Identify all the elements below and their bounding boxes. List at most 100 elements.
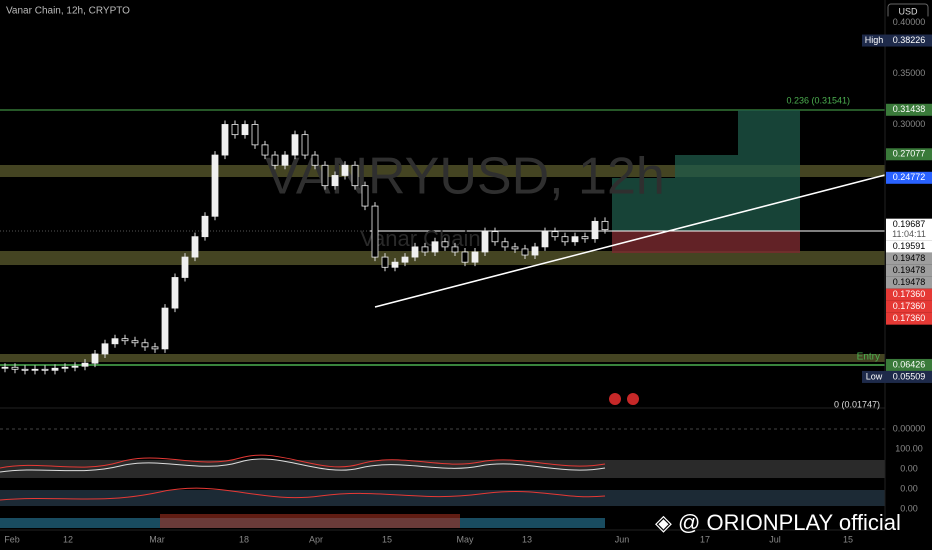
indicator-label: 0.00 <box>900 483 918 493</box>
time-label: 15 <box>843 534 853 544</box>
loss-zone <box>612 231 800 253</box>
candle <box>271 154 279 166</box>
price-label: 0.38226 <box>893 35 926 45</box>
candle <box>321 164 329 187</box>
trendline <box>374 174 886 308</box>
time-label: 12 <box>63 534 73 544</box>
price-label-bg <box>886 300 932 313</box>
candle <box>51 367 59 371</box>
candle <box>361 185 369 207</box>
candle <box>531 246 539 256</box>
candle <box>11 366 19 370</box>
candle <box>341 164 349 176</box>
price-label: 0.17360 <box>893 289 926 299</box>
time-label: 18 <box>239 534 249 544</box>
candle <box>221 124 229 156</box>
candle <box>601 220 609 231</box>
candle <box>581 236 589 240</box>
candle <box>81 362 89 367</box>
candle <box>151 346 159 350</box>
zone <box>0 354 885 362</box>
price-label-bg <box>886 148 932 161</box>
candle <box>481 231 489 253</box>
price-label-bg <box>886 240 932 253</box>
profit-zone <box>612 110 800 231</box>
time-label: Jul <box>769 534 781 544</box>
candle <box>541 231 549 248</box>
price-label-bg <box>886 103 932 116</box>
candle <box>61 366 69 369</box>
tag-bg <box>862 34 886 47</box>
indicator-value: 0 (0.01747) <box>834 399 880 409</box>
candle <box>231 124 239 136</box>
osc-line <box>0 454 606 469</box>
price-label: 0.17360 <box>893 313 926 323</box>
watermark-sub: Vanar Chain <box>360 226 481 251</box>
time-label: 13 <box>522 534 532 544</box>
footer-text: ORIONPLAY official <box>706 510 900 535</box>
price-label-bg <box>886 118 932 131</box>
candle <box>131 340 139 344</box>
candle <box>21 368 29 371</box>
fib-label: 0.236 (0.31541) <box>786 95 850 105</box>
candle <box>551 231 559 238</box>
price-label-bg <box>886 34 932 47</box>
time-label: Feb <box>4 534 20 544</box>
candle <box>441 241 449 248</box>
price-label: 0.19478 <box>893 265 926 275</box>
currency[interactable]: USD <box>898 6 918 16</box>
footer: ◈ @ ORIONPLAY official <box>655 510 901 535</box>
candle <box>41 368 49 371</box>
price-label: 0.19687 <box>893 219 926 229</box>
candle <box>501 241 509 248</box>
candle <box>111 338 119 345</box>
time-label: 15 <box>382 534 392 544</box>
tag: Low <box>866 371 883 381</box>
event-icon[interactable] <box>609 393 621 405</box>
price-label-bg <box>886 288 932 301</box>
candle <box>101 343 109 355</box>
candle <box>251 124 259 146</box>
candle <box>211 154 219 217</box>
candle <box>241 124 249 136</box>
price-label: 0.05509 <box>893 371 926 381</box>
price-label: 0.19591 <box>893 241 926 251</box>
price-label: 0.24772 <box>893 172 926 182</box>
indicator-label: 0.00000 <box>893 423 926 433</box>
price-label-bg <box>886 252 932 265</box>
price-label-bg <box>886 312 932 325</box>
candle <box>201 215 209 238</box>
candle <box>301 134 309 156</box>
tag-bg <box>862 370 886 383</box>
price-label: 0.06426 <box>893 359 926 369</box>
price-label: 0.17360 <box>893 301 926 311</box>
osc-line <box>0 487 606 501</box>
candle <box>451 246 459 253</box>
candle <box>351 164 359 187</box>
entry-label: Entry <box>857 352 880 363</box>
candle <box>191 236 199 258</box>
candle <box>161 307 169 350</box>
candle <box>411 246 419 258</box>
candle <box>281 154 289 166</box>
price-label-bg <box>886 264 932 277</box>
candle <box>31 368 39 371</box>
candle <box>381 256 389 268</box>
candle <box>121 338 129 342</box>
band <box>0 490 885 506</box>
price-label-bg <box>886 171 932 184</box>
candle <box>171 277 179 309</box>
price-label-bg <box>886 276 932 289</box>
candle <box>1 366 9 369</box>
event-icon[interactable] <box>627 393 639 405</box>
histogram-band <box>160 514 460 528</box>
candle <box>421 246 429 253</box>
time-label: Apr <box>309 534 323 544</box>
time-label: Mar <box>149 534 165 544</box>
candle <box>461 251 469 263</box>
price-label: 0.35000 <box>893 68 926 78</box>
candle <box>331 175 339 187</box>
candle <box>181 256 189 278</box>
time-label: May <box>456 534 474 544</box>
